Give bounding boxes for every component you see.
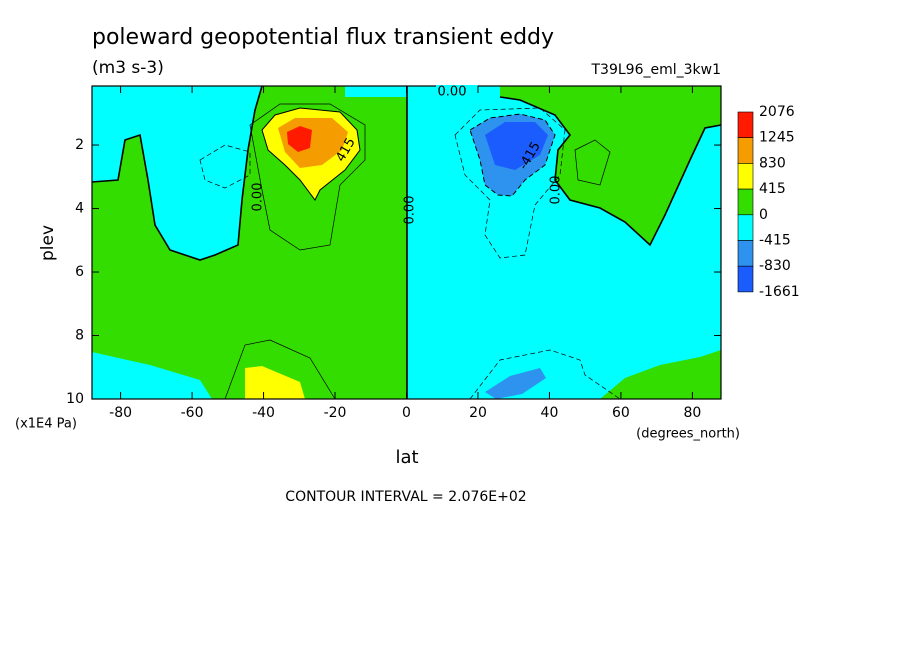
- colorbar-label: -830: [759, 258, 791, 274]
- x-tick-label: -80: [109, 405, 132, 421]
- contour-label: 0.00: [251, 183, 266, 212]
- x-tick-label: -40: [252, 405, 275, 421]
- contour-region: [600, 350, 721, 399]
- colorbar-box: [737, 214, 754, 241]
- contour-region: [92, 86, 262, 260]
- contour-region: [485, 368, 546, 399]
- colorbar-label: 0: [759, 207, 768, 223]
- y-tick-label: 4: [75, 201, 84, 217]
- y-axis-units: (x1E4 Pa): [15, 417, 77, 432]
- x-tick-label: 0: [402, 405, 411, 421]
- chart-title: poleward geopotential flux transient edd…: [92, 25, 554, 50]
- colorbar-label: 415: [759, 181, 786, 197]
- contour-region: [485, 122, 548, 170]
- colorbar-box: [737, 111, 754, 139]
- y-tick-label: 8: [75, 328, 84, 344]
- colorbar-label: 2076: [759, 104, 795, 120]
- contour-lines: [91, 85, 722, 400]
- footer-note: CONTOUR INTERVAL = 2.076E+02: [285, 489, 526, 505]
- contour-region: [245, 366, 305, 399]
- dataset-label: T39L96_eml_3kw1: [591, 62, 722, 78]
- x-tick-label: 60: [612, 405, 630, 421]
- colorbar-box: [737, 265, 754, 293]
- y-axis-label: plev: [38, 225, 58, 261]
- x-tick-label: 20: [469, 405, 487, 421]
- colorbar-box: [737, 163, 754, 190]
- contour-label: 0.00: [403, 196, 418, 225]
- contour-region: [345, 86, 430, 97]
- chart-subtitle: (m3 s-3): [92, 58, 164, 78]
- colorbar-label: 1245: [759, 130, 795, 146]
- contour-region: [92, 352, 212, 399]
- y-tick-label: 2: [75, 137, 84, 153]
- x-axis-units: (degrees_north): [636, 427, 740, 442]
- x-tick-label: 80: [683, 405, 701, 421]
- colorbar-label: 830: [759, 155, 786, 171]
- contour-label: 0.00: [438, 85, 467, 100]
- colorbar-label: -415: [759, 233, 791, 249]
- x-tick-label: -60: [181, 405, 204, 421]
- colorbar-label: -1661: [759, 284, 800, 300]
- contour-region: [500, 86, 721, 245]
- x-tick-label: -20: [324, 405, 347, 421]
- y-tick-label: 10: [66, 391, 84, 407]
- x-tick-label: 40: [541, 405, 559, 421]
- colorbar-box: [737, 240, 754, 267]
- colorbar-box: [737, 188, 754, 216]
- colorbar-box: [737, 137, 754, 164]
- plot-area: [91, 85, 722, 400]
- y-tick-label: 6: [75, 264, 84, 280]
- contour-region: [287, 126, 312, 152]
- contour-label: 0.00: [549, 176, 564, 205]
- contour-label-bg: [436, 85, 478, 98]
- x-axis-label: lat: [395, 447, 418, 468]
